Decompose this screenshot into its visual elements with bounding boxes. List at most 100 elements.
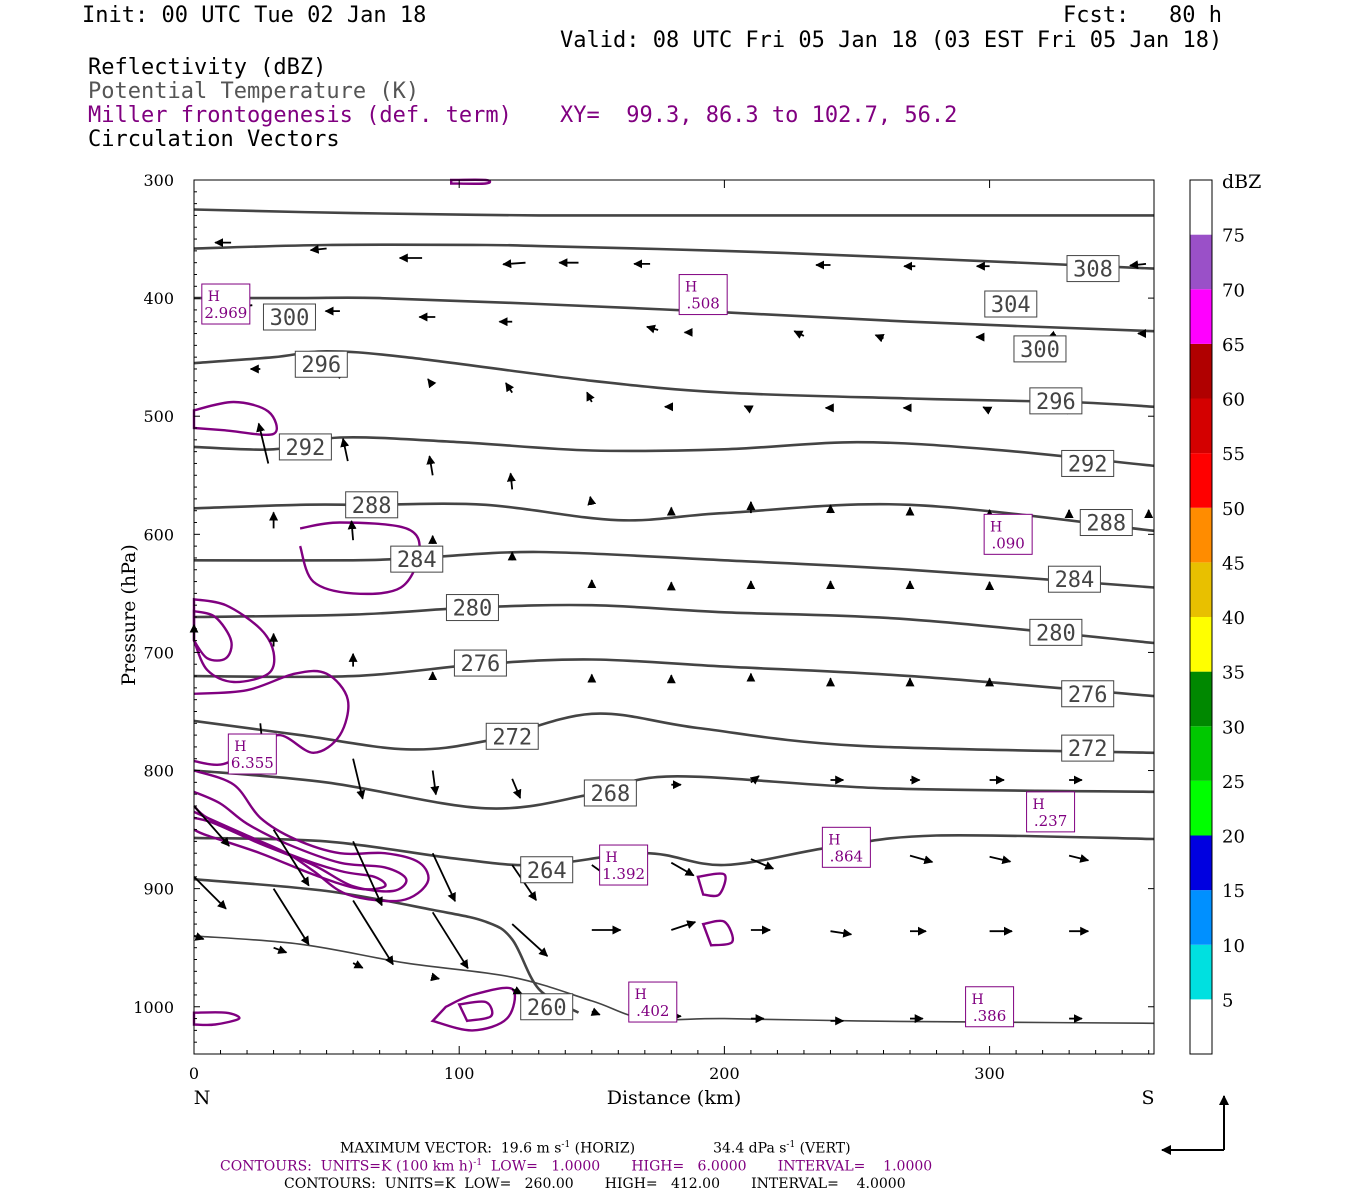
circulation-vector [352,758,366,800]
colorbar-swatch [1190,890,1212,945]
frontogenesis-max-symbol: H [208,289,220,305]
y-tick-label: 600 [143,525,174,544]
circulation-vector [646,324,659,334]
frontogenesis-contour [193,790,408,893]
colorbar-label: 55 [1222,444,1245,465]
field-potential-temperature: Potential Temperature (K) [88,79,420,104]
circulation-vector [749,775,760,785]
colorbar-label: 45 [1222,553,1245,574]
theta-label-box [984,290,1038,318]
theta-contour-292 [193,435,1155,468]
frontogenesis-contour [192,1011,241,1027]
frontogenesis-max-box [821,826,871,868]
circulation-vector [830,928,853,938]
theta-label: 280 [1036,621,1076,646]
theta-contour-308 [193,208,1154,217]
frontogenesis-max-symbol: H [971,992,983,1008]
colorbar-frame [1189,179,1213,1055]
theta-contour-288 [193,502,1155,533]
circulation-vector [430,770,440,796]
max-vector-vert: 34.4 dPa s [713,1140,787,1157]
colorbar-label: 35 [1222,663,1245,684]
forecast-hour: Fcst: 80 h [1063,3,1222,28]
circulation-vector [426,455,436,476]
frontogenesis-range: LOW= 1.0000 HIGH= 6.0000 INTERVAL= 1.000… [482,1158,933,1175]
theta-label: 300 [270,306,310,331]
circulation-vector [431,911,469,970]
colorbar-label: 25 [1222,772,1245,793]
circulation-vector [272,888,310,946]
theta-label: 284 [397,548,437,573]
y-tick-label: 900 [143,880,174,899]
frontogenesis-max-symbol: H [828,832,840,848]
circulation-vector [272,829,310,887]
unit-superscript: -1 [561,1140,571,1150]
circulation-vector [590,1007,601,1016]
frontogenesis-contour [457,1000,494,1023]
circulation-vector [511,923,549,957]
theta-label-box [453,649,507,677]
circulation-vector [193,805,230,847]
y-tick-label: 400 [143,289,174,308]
frontogenesis-contour [192,400,278,437]
theta-label-box [1079,509,1133,537]
cross-section-endpoints: XY= 99.3, 86.3 to 102.7, 56.2 [560,103,958,128]
theta-label-box [1061,734,1115,762]
reference-vector-icon [1161,1095,1229,1155]
frontogenesis-max-value: 1.392 [602,865,645,883]
frontogenesis-max-box [678,274,728,316]
colorbar-swatch [1190,234,1212,290]
theta-label: 264 [527,859,567,884]
frontogenesis-max-value: .237 [1034,812,1067,830]
theta-label-box [262,303,316,331]
circulation-vector [874,333,885,343]
theta-label: 296 [301,353,341,378]
frontogenesis-max-symbol: H [685,280,697,296]
frontogenesis-contour [192,597,276,684]
frontogenesis-max-value: .402 [636,1002,669,1020]
frontogenesis-max-box [983,513,1033,555]
frontogenesis-max-value: .386 [973,1007,1006,1025]
colorbar-swatch [1190,835,1212,891]
colorbar-swatch [1190,999,1212,1054]
valid-time: Valid: 08 UTC Fri 05 Jan 18 (03 EST Fri … [560,28,1223,53]
colorbar-swatch [1190,617,1212,672]
circulation-vector [1068,854,1090,863]
colorbar-title: dBZ [1222,171,1261,193]
theta-label-box [1066,255,1120,283]
circulation-vector [511,986,523,995]
y-tick-label: 700 [143,643,174,662]
theta-label: 276 [1068,683,1108,708]
circulation-vector [347,520,357,541]
frontogenesis-contour [701,919,735,947]
theta-label-box [278,433,332,461]
circulation-vector [505,382,515,394]
frontogenesis-max-value: .864 [830,847,863,865]
colorbar-label: 70 [1222,280,1245,301]
frontogenesis-max-box [227,733,277,775]
circulation-vector [909,854,934,865]
theta-contour-264 [193,833,1155,867]
colorbar-swatch [1190,507,1212,563]
field-frontogenesis: Miller frontogenesis (def. term) [88,103,512,128]
theta-label-box [1029,618,1083,646]
theta-label-box [1029,387,1083,415]
x-tick-label: 300 [974,1064,1005,1083]
colorbar-swatch [1190,180,1212,235]
frontogenesis-max-value: .090 [991,534,1024,552]
circulation-vector [506,472,516,490]
circulation-vector [256,422,270,464]
circulation-vector [193,932,205,941]
frontogenesis-max-symbol: H [635,987,647,1003]
frontogenesis-max-value: 6.355 [231,754,274,772]
circulation-vector [750,858,775,870]
circulation-vector [1129,260,1147,270]
theta-label-box [1061,449,1115,477]
colorbar-label: 75 [1222,226,1245,247]
frontogenesis-max-symbol: H [1032,797,1044,813]
theta-contour-284 [193,550,1155,589]
circulation-vector [982,406,993,415]
field-circulation-vectors: Circulation Vectors [88,127,340,152]
colorbar-label: 65 [1222,335,1245,356]
